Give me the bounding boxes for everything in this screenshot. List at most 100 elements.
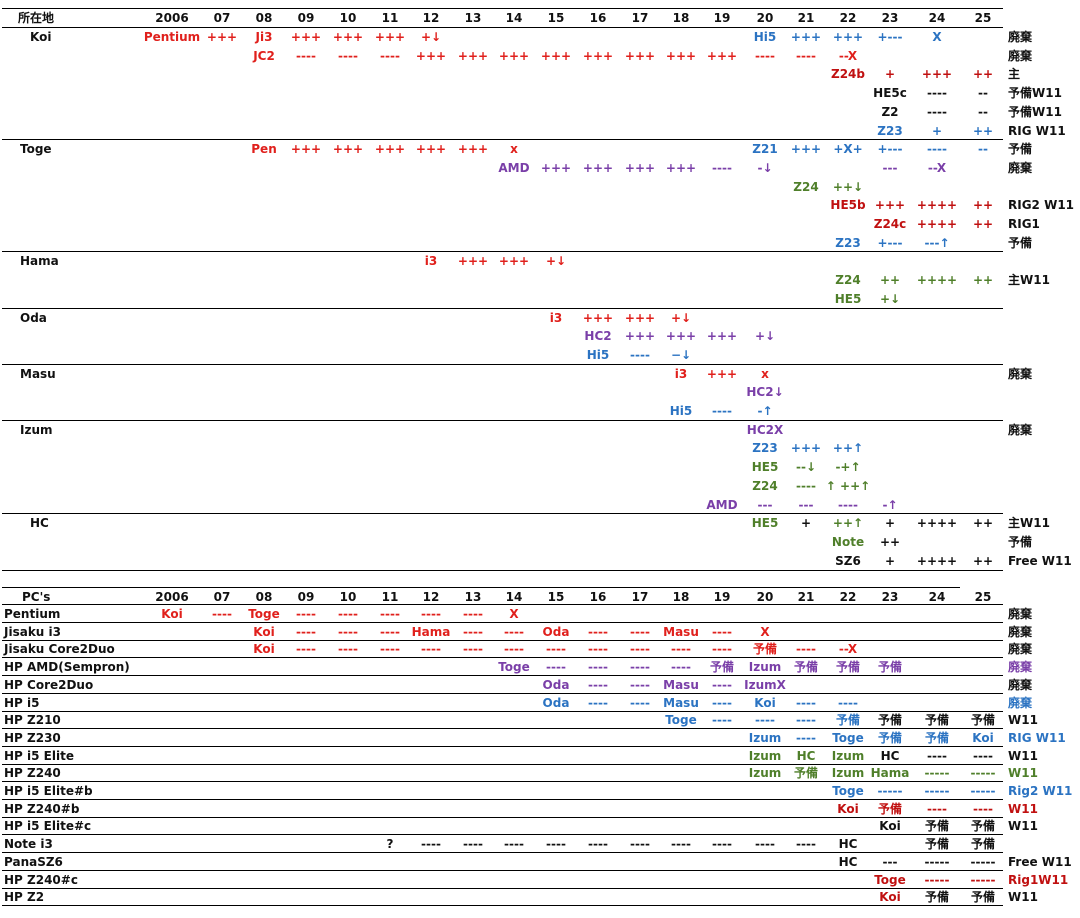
status-cell: Z24 xyxy=(835,273,861,288)
group-divider xyxy=(2,513,1003,515)
status-cell: +X+ xyxy=(833,142,863,157)
header-pcs: PC's xyxy=(22,590,51,604)
status-cell: ---- xyxy=(927,142,947,157)
status-cell: -↑ xyxy=(757,404,773,418)
status-cell: ++↑ xyxy=(832,516,864,531)
status-cell: Koi xyxy=(837,801,859,816)
status-cell: Koi xyxy=(253,642,275,657)
year-header: 13 xyxy=(464,11,482,25)
status-cell: +++ xyxy=(498,254,530,269)
status-cell: ++↓ xyxy=(832,179,864,194)
status-cell: +++ xyxy=(665,48,697,63)
status-cell: +++ xyxy=(624,48,656,63)
pc-name: HP Z240#c xyxy=(4,872,78,887)
status-cell: 予備 xyxy=(924,837,950,852)
row-note: RIG W11 xyxy=(1008,123,1066,138)
year-header: 14 xyxy=(505,11,523,25)
status-cell: Hi5 xyxy=(753,30,777,44)
status-cell: ---- xyxy=(630,677,650,692)
status-cell: ---- xyxy=(973,801,993,816)
status-cell: Pentium xyxy=(143,30,201,44)
status-cell: ---- xyxy=(463,624,483,639)
status-cell: +--- xyxy=(877,142,903,157)
status-cell: +++ xyxy=(790,30,822,44)
status-cell: ---- xyxy=(796,713,816,728)
status-cell: ---- xyxy=(927,86,947,101)
row-note: W11 xyxy=(1008,748,1038,763)
year-header: 07 xyxy=(213,590,231,604)
bottom-table-border xyxy=(2,587,960,588)
status-cell: Koi xyxy=(879,890,901,905)
status-cell: Oda xyxy=(542,624,570,639)
status-cell: ---- xyxy=(380,48,400,63)
row-note: Rig2 W11 xyxy=(1008,784,1073,798)
row-note: 廃棄 xyxy=(1008,30,1033,44)
location-name: HC xyxy=(30,516,49,531)
status-cell: ---- xyxy=(338,642,358,657)
status-cell: −↓ xyxy=(670,347,692,362)
year-header: 09 xyxy=(297,11,315,25)
pc-name: HP Core2Duo xyxy=(4,677,94,692)
status-cell: ++++ xyxy=(916,273,958,288)
row-divider xyxy=(2,675,1003,677)
pc-name: Note i3 xyxy=(4,837,53,852)
pc-name: HP i5 xyxy=(4,695,40,710)
status-cell: +++ xyxy=(665,160,697,175)
status-cell: ---- xyxy=(838,497,858,512)
status-cell: ---- xyxy=(588,624,608,639)
status-cell: Izum xyxy=(748,748,782,763)
location-name: Toge xyxy=(20,142,52,157)
status-cell: ---- xyxy=(712,695,732,710)
status-cell: ---- xyxy=(463,837,483,852)
status-cell: Z2 xyxy=(881,104,899,119)
year-header: 17 xyxy=(631,11,649,25)
year-header: 25 xyxy=(974,11,992,25)
status-cell: -- xyxy=(978,86,988,101)
status-cell: Toge xyxy=(832,730,864,745)
status-cell: ---- xyxy=(671,660,691,675)
row-note: Rig1W11 xyxy=(1008,872,1069,887)
group-divider xyxy=(2,139,1003,141)
status-cell: 予備 xyxy=(924,819,950,834)
status-cell: X xyxy=(932,30,942,44)
row-note: W11 xyxy=(1008,819,1038,834)
status-cell: +++ xyxy=(582,160,614,175)
location-name: Masu xyxy=(20,366,56,381)
status-cell: ---- xyxy=(973,748,993,763)
status-cell: Z24 xyxy=(793,179,819,194)
status-cell: ---- xyxy=(712,160,732,175)
row-divider xyxy=(2,887,1003,889)
status-cell: +++ xyxy=(832,30,864,44)
status-cell: Izum xyxy=(748,660,782,675)
status-cell: ---- xyxy=(338,607,358,621)
row-note: Free W11 xyxy=(1008,854,1072,869)
status-cell: ----- xyxy=(877,784,903,798)
status-cell: ---- xyxy=(630,624,650,639)
row-note: 廃棄 xyxy=(1008,366,1033,381)
pc-name: HP AMD(Sempron) xyxy=(4,660,130,675)
status-cell: + xyxy=(884,516,896,531)
status-cell: ---- xyxy=(588,677,608,692)
status-cell: HC2X xyxy=(746,422,784,437)
status-cell: HE5b xyxy=(830,198,866,213)
status-cell: ++ xyxy=(972,553,994,568)
status-cell: ----- xyxy=(924,784,950,798)
status-cell: Izum xyxy=(831,748,865,763)
status-cell: +++ xyxy=(415,48,447,63)
status-cell: 予備 xyxy=(970,713,996,728)
status-cell: ----- xyxy=(924,854,950,869)
status-cell: 予備 xyxy=(877,730,903,745)
status-cell: ---- xyxy=(380,624,400,639)
status-cell: HC xyxy=(838,854,858,869)
year-header: 07 xyxy=(213,11,231,25)
status-cell: ---- xyxy=(630,837,650,852)
status-cell: AMD xyxy=(498,160,530,175)
status-cell: 予備 xyxy=(793,766,819,781)
year-header: 18 xyxy=(672,11,690,25)
row-note: 廃棄 xyxy=(1008,695,1033,710)
row-note: 廃棄 xyxy=(1008,160,1033,175)
status-cell: ++++ xyxy=(916,217,958,231)
row-divider xyxy=(2,905,1003,907)
year-header: 20 xyxy=(756,11,774,25)
status-cell: ++ xyxy=(879,534,901,549)
